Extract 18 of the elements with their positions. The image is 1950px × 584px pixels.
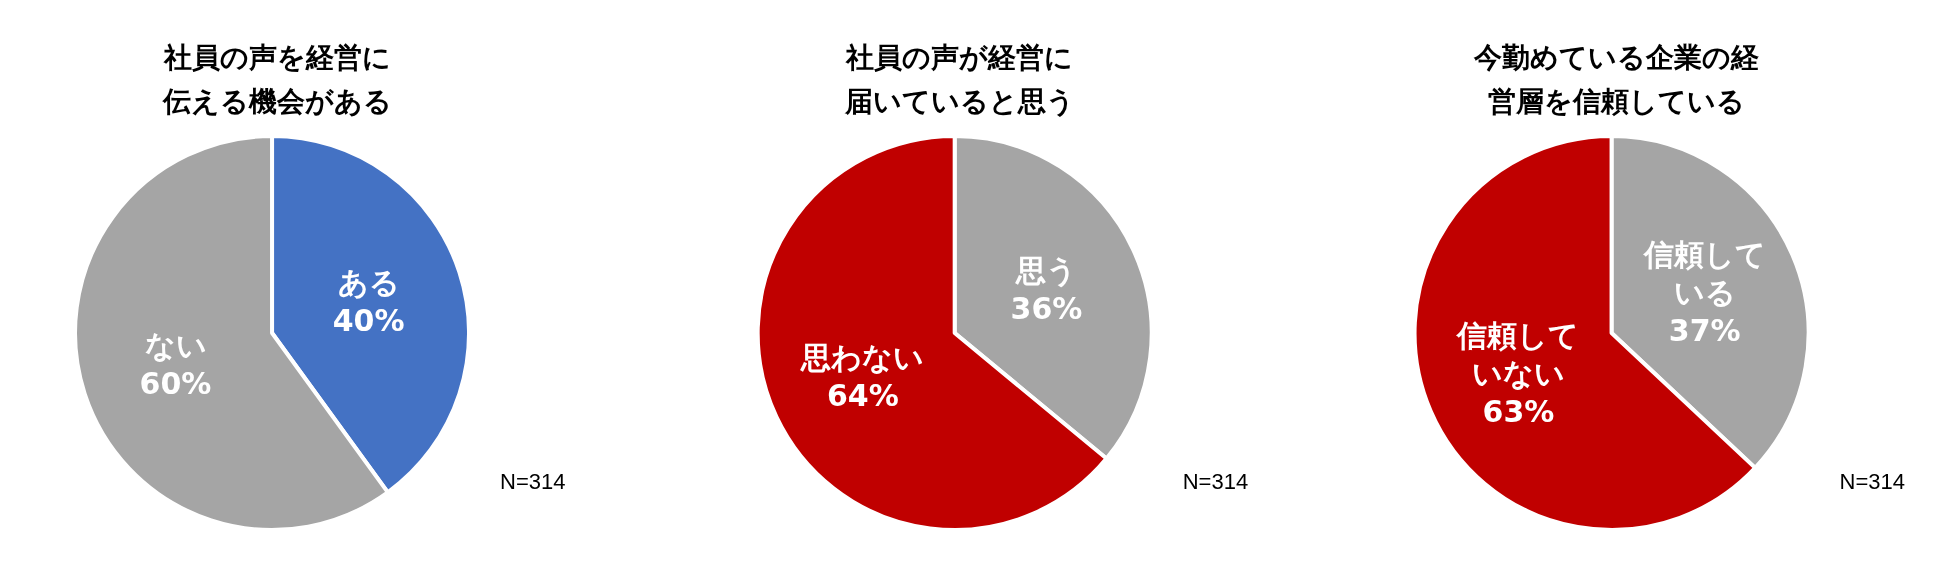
slice-label: 信頼していない	[1456, 317, 1580, 391]
text: N=314	[1182, 468, 1249, 494]
slice-label: 思わない	[800, 339, 925, 375]
data-label: 64%	[826, 377, 899, 413]
text: N=314	[1839, 468, 1906, 494]
data-label: 40%	[332, 303, 405, 339]
slice-label: 信頼している	[1642, 237, 1766, 311]
chart-title: 今勤めている企業の経営層を信頼している	[1473, 40, 1760, 118]
data-label: 37%	[1668, 313, 1741, 349]
chart-title: 社員の声が経営に届いていると思う	[843, 40, 1075, 118]
data-label: 63%	[1482, 393, 1555, 429]
slice-label: ある	[337, 265, 400, 301]
slice-label: 思う	[1015, 253, 1078, 289]
slice-label: ない	[144, 327, 207, 363]
text: N=314	[500, 468, 566, 494]
data-label: 36%	[1010, 291, 1083, 327]
data-label: 60%	[139, 365, 212, 401]
chart-title: 社員の声を経営に伝える機会がある	[161, 40, 392, 118]
